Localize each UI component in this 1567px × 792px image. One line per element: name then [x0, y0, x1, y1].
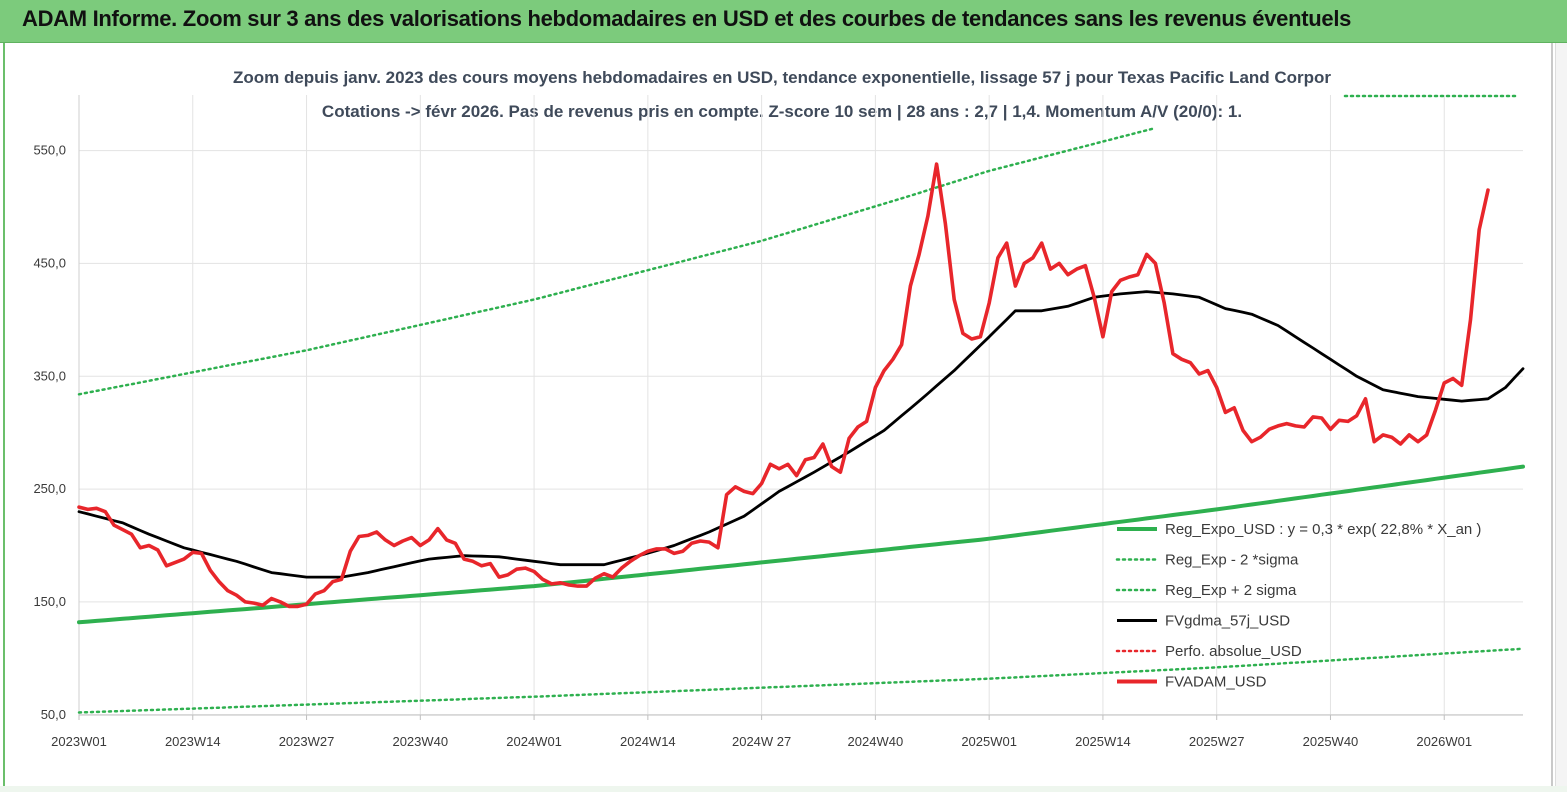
x-tick-label: 2023W40 [392, 734, 448, 749]
chart-subtitle: Cotations -> févr 2026. Pas de revenus p… [322, 102, 1242, 121]
x-tick-label: 2025W14 [1075, 734, 1131, 749]
legend-label: Reg_Exp + 2 sigma [1165, 582, 1297, 599]
legend-item: Reg_Exp + 2 sigma [1115, 582, 1297, 599]
x-tick-label: 2025W40 [1303, 734, 1359, 749]
x-tick-label: 2025W27 [1189, 734, 1245, 749]
x-tick-label: 2023W01 [51, 734, 107, 749]
y-tick-label: 550,0 [33, 143, 66, 158]
frame-bottom-border [0, 786, 1567, 792]
frame-right-border [1551, 43, 1553, 788]
legend-item: Reg_Expo_USD : y = 0,3 * exp( 22,8% * X_… [1117, 521, 1481, 538]
legend-label: Reg_Expo_USD : y = 0,3 * exp( 22,8% * X_… [1165, 521, 1481, 538]
chart-legend: Reg_Expo_USD : y = 0,3 * exp( 22,8% * X_… [1115, 521, 1481, 691]
frame-left-border [3, 43, 5, 788]
legend-label: Reg_Exp - 2 *sigma [1165, 552, 1299, 569]
x-tick-label: 2024W14 [620, 734, 676, 749]
chart-series-group [77, 94, 1525, 714]
y-tick-label: 50,0 [41, 707, 66, 722]
x-tick-label: 2025W01 [961, 734, 1017, 749]
legend-item: FVADAM_USD [1117, 674, 1267, 691]
x-tick-label: 2023W27 [279, 734, 335, 749]
legend-item: FVgdma_57j_USD [1117, 613, 1290, 630]
x-tick-label: 2024W 27 [732, 734, 791, 749]
series-line-0 [77, 464, 1525, 625]
legend-item: Perfo. absolue_USD [1115, 643, 1302, 660]
y-tick-label: 150,0 [33, 594, 66, 609]
x-tick-label: 2024W40 [848, 734, 904, 749]
series-line-5 [77, 162, 1490, 609]
window-scrollbar[interactable] [1555, 43, 1567, 788]
legend-label: FVgdma_57j_USD [1165, 613, 1290, 630]
series-line-1 [77, 647, 1525, 714]
series-line-2 [77, 126, 1157, 396]
chart-gridlines [78, 95, 1523, 716]
y-tick-label: 350,0 [33, 368, 66, 383]
legend-label: FVADAM_USD [1165, 674, 1267, 691]
x-tick-label: 2026W01 [1416, 734, 1472, 749]
legend-item: Reg_Exp - 2 *sigma [1115, 552, 1299, 569]
x-tick-label: 2023W14 [165, 734, 221, 749]
series-line-3 [77, 290, 1525, 579]
chart-title: Zoom depuis janv. 2023 des cours moyens … [233, 68, 1331, 87]
y-tick-label: 250,0 [33, 481, 66, 496]
y-tick-label: 450,0 [33, 255, 66, 270]
chart-axes: 50,0 150,0 250,0 350,0 450,0 550,0 2023W01 2023… [33, 95, 1523, 749]
x-tick-label: 2024W01 [506, 734, 562, 749]
report-banner-title: ADAM Informe. Zoom sur 3 ans des valoris… [0, 0, 1567, 43]
legend-label: Perfo. absolue_USD [1165, 643, 1302, 660]
